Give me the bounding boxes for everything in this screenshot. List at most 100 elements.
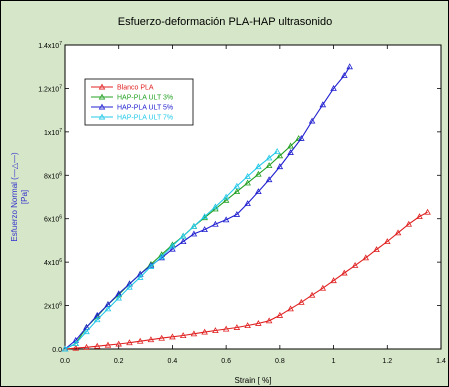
y-axis-unit: [Pa] xyxy=(20,190,29,204)
data-point xyxy=(255,170,262,177)
data-point xyxy=(265,154,273,161)
data-point xyxy=(319,284,327,291)
data-point xyxy=(265,162,273,168)
data-point xyxy=(319,101,327,108)
data-point xyxy=(255,319,262,326)
series-3 xyxy=(61,63,353,352)
data-point xyxy=(276,163,284,170)
data-point xyxy=(61,345,69,352)
data-point xyxy=(147,336,155,343)
x-tick-label: 1.4 xyxy=(436,358,446,365)
data-point xyxy=(72,344,80,351)
data-point xyxy=(93,342,101,349)
legend-label: Blanco PLA xyxy=(117,85,154,92)
data-point xyxy=(330,277,337,284)
data-point xyxy=(233,182,241,189)
data-point xyxy=(179,232,187,239)
data-point xyxy=(308,117,316,124)
data-point xyxy=(201,213,208,220)
y-tick-label: 1.2x107 xyxy=(38,84,62,93)
legend: Blanco PLA HAP-PLA ULT 3% HAP-PLA ULT 5% HA… xyxy=(84,78,194,126)
data-point xyxy=(93,316,101,323)
data-point xyxy=(83,328,90,335)
data-point xyxy=(126,280,133,287)
x-axis-label: Strain [ %] xyxy=(235,376,272,385)
data-point xyxy=(83,343,90,350)
data-point xyxy=(298,134,305,141)
x-tick-label: 0.4 xyxy=(168,358,178,365)
y-tick-label: 4x106 xyxy=(44,258,62,267)
data-point xyxy=(287,142,294,149)
data-point xyxy=(416,213,423,220)
data-point xyxy=(72,336,80,343)
series-4 xyxy=(61,147,281,352)
legend-marker xyxy=(98,103,106,110)
data-point xyxy=(115,294,122,301)
y-tick-label: 1x107 xyxy=(44,128,62,137)
y-axis-label: Esfuerzo Normal (—△—) xyxy=(10,152,19,242)
data-point xyxy=(373,246,380,253)
y-tick-label: 1.4x107 xyxy=(38,41,62,50)
legend-label: HAP-PLA ULT 7% xyxy=(117,115,173,122)
data-point xyxy=(265,317,273,324)
data-point xyxy=(72,340,80,347)
data-point xyxy=(169,242,176,249)
data-point xyxy=(244,322,251,329)
x-tick-label: 0.6 xyxy=(221,358,231,365)
data-point xyxy=(362,254,370,261)
data-point xyxy=(405,220,413,227)
data-point xyxy=(169,245,176,252)
series-line xyxy=(64,211,428,350)
data-point xyxy=(190,230,198,237)
data-point xyxy=(424,208,431,215)
data-point xyxy=(104,341,112,348)
data-point xyxy=(287,305,294,312)
data-point xyxy=(233,188,241,195)
y-tick-label: 6x106 xyxy=(44,215,62,224)
data-point xyxy=(158,253,165,260)
data-point xyxy=(222,325,230,332)
series-1 xyxy=(61,208,431,352)
data-point xyxy=(287,149,294,155)
data-point xyxy=(136,270,144,277)
data-point xyxy=(147,263,155,269)
data-point xyxy=(308,291,316,298)
data-point xyxy=(104,305,112,312)
data-point xyxy=(169,333,176,340)
data-point xyxy=(244,172,251,179)
data-point xyxy=(244,179,251,186)
data-point xyxy=(255,188,262,195)
legend-label: HAP-PLA ULT 5% xyxy=(117,105,173,112)
data-point xyxy=(136,273,144,280)
x-tick-label: 1.2 xyxy=(382,358,392,365)
series-layer xyxy=(61,63,431,352)
axis-ticks: 0.0 0.2 0.4 0.6 0.8 1 1.2 1.4 0.0 2x106 4x106 6x106… xyxy=(38,41,446,365)
data-point xyxy=(265,176,273,183)
data-point xyxy=(190,222,198,229)
y-tick-label: 0.0 xyxy=(52,347,62,354)
data-point xyxy=(179,332,187,339)
legend-label: HAP-PLA ULT 3% xyxy=(117,95,173,102)
legend-marker xyxy=(98,113,106,120)
data-point xyxy=(394,229,402,236)
data-point xyxy=(201,328,208,335)
data-point xyxy=(244,200,251,206)
data-point xyxy=(330,85,337,91)
data-point xyxy=(126,283,133,290)
legend-marker xyxy=(98,93,106,100)
x-tick-label: 0.0 xyxy=(60,358,70,365)
data-point xyxy=(255,163,262,170)
data-point xyxy=(190,330,198,337)
x-tick-label: 0.8 xyxy=(275,358,285,365)
data-point xyxy=(115,340,122,347)
data-point xyxy=(222,196,230,203)
x-tick-label: 1 xyxy=(332,358,336,365)
data-point xyxy=(222,193,230,200)
data-point xyxy=(136,337,144,344)
data-point xyxy=(233,324,241,330)
data-point xyxy=(212,220,219,227)
x-tick-label: 0.2 xyxy=(114,358,124,365)
data-point xyxy=(158,334,165,341)
